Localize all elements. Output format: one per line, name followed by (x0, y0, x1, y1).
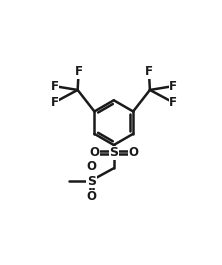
Text: S: S (109, 146, 118, 159)
Text: F: F (145, 65, 153, 78)
Text: F: F (50, 96, 58, 109)
Text: F: F (169, 96, 177, 109)
Text: O: O (86, 160, 96, 173)
Text: F: F (75, 65, 83, 78)
Text: O: O (129, 146, 139, 159)
Text: O: O (89, 146, 99, 159)
Text: F: F (169, 80, 177, 93)
Text: F: F (50, 80, 58, 93)
Text: S: S (87, 175, 96, 188)
Text: O: O (86, 190, 96, 203)
